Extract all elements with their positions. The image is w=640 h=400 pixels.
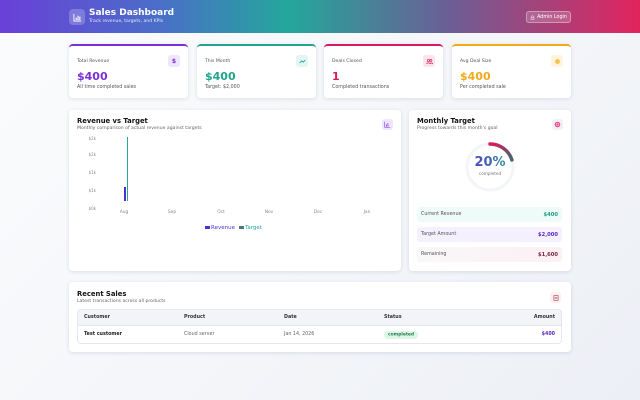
stat-desc: Completed transactions bbox=[332, 85, 390, 90]
cell-product: Cloud server bbox=[178, 325, 278, 343]
bar-chart-icon[interactable] bbox=[382, 119, 393, 130]
stat-label: Avg Deal Size bbox=[460, 59, 492, 64]
y-tick: $2k bbox=[88, 152, 96, 157]
stat-desc: Target: $2,000 bbox=[205, 85, 240, 90]
stat-value: $400 bbox=[77, 70, 108, 83]
x-tick: Oct bbox=[217, 210, 225, 215]
x-tick: Nov bbox=[264, 210, 274, 215]
target-icon[interactable] bbox=[552, 119, 563, 130]
column-header[interactable]: Amount bbox=[478, 310, 561, 325]
trending-up-icon bbox=[296, 55, 308, 67]
stat-card-deals-closed: Deals Closed 1 Completed transactions bbox=[324, 44, 443, 98]
stat-label: Deals Closed bbox=[332, 59, 362, 64]
legend-item-target[interactable]: Target bbox=[238, 225, 262, 231]
legend-item-revenue[interactable]: Revenue bbox=[205, 225, 235, 231]
column-header[interactable]: Date bbox=[278, 310, 378, 325]
x-tick: Aug bbox=[119, 210, 129, 215]
header-bar: Sales Dashboard Track revenue, targets, … bbox=[0, 0, 640, 33]
app-subtitle: Track revenue, targets, and KPIs bbox=[89, 19, 164, 24]
x-tick: Sep bbox=[167, 210, 177, 215]
progress-ring bbox=[465, 142, 515, 192]
cell-customer: Test customer bbox=[78, 325, 178, 343]
cell-date: Jan 14, 2026 bbox=[278, 325, 378, 343]
stat-value: $400 bbox=[205, 70, 236, 83]
panel-subtitle: Latest transactions across all products bbox=[77, 299, 166, 304]
coin-icon bbox=[551, 55, 563, 67]
stat-desc: Per completed sale bbox=[460, 85, 506, 90]
panel-title: Monthly Target bbox=[417, 117, 475, 125]
status-badge: completed bbox=[384, 330, 419, 339]
x-tick: Jan bbox=[363, 210, 371, 215]
stat-card-total-revenue: Total Revenue $400 All time completed sa… bbox=[69, 44, 188, 98]
stat-value: $400 bbox=[460, 70, 491, 83]
cell-amount: $400 bbox=[478, 325, 561, 343]
table-row[interactable]: Test customer Cloud server Jan 14, 2026 … bbox=[78, 325, 561, 343]
stat-value: 1 bbox=[332, 70, 340, 83]
revenue-chart-panel: Revenue vs Target Monthly comparison of … bbox=[69, 110, 401, 271]
panel-title: Revenue vs Target bbox=[77, 117, 148, 125]
target-amount-row: Target Amount $2,000 bbox=[417, 227, 562, 242]
stat-desc: All time completed sales bbox=[77, 85, 137, 90]
stat-card-this-month: This Month $400 Target: $2,000 bbox=[197, 44, 316, 98]
bar-target-aug[interactable] bbox=[126, 137, 129, 201]
app-title: Sales Dashboard bbox=[89, 8, 175, 18]
admin-login-label: Admin Login bbox=[537, 14, 567, 20]
chart-legend: Revenue Target bbox=[205, 225, 262, 231]
stat-label: Total Revenue bbox=[77, 59, 110, 64]
column-header[interactable]: Customer bbox=[78, 310, 178, 325]
table-header-row: Customer Product Date Status Amount bbox=[78, 310, 561, 325]
dollar-icon: $ bbox=[168, 55, 180, 67]
y-tick: $1k bbox=[88, 170, 96, 175]
receipt-icon[interactable] bbox=[550, 292, 561, 303]
current-revenue-row: Current Revenue $400 bbox=[417, 207, 562, 222]
x-tick: Dec bbox=[313, 210, 323, 215]
lock-icon bbox=[530, 15, 535, 20]
y-tick: $0k bbox=[88, 206, 96, 211]
panel-title: Recent Sales bbox=[77, 290, 127, 298]
y-tick: $1k bbox=[88, 188, 96, 193]
bar-revenue-aug[interactable] bbox=[124, 187, 126, 201]
remaining-row: Remaining $1,600 bbox=[417, 247, 562, 262]
column-header[interactable]: Status bbox=[378, 310, 478, 325]
cell-status: completed bbox=[378, 325, 478, 343]
admin-login-button[interactable]: Admin Login bbox=[526, 11, 571, 23]
stat-card-avg-deal-size: Avg Deal Size $400 Per completed sale bbox=[452, 44, 571, 98]
panel-subtitle: Progress towards this month's goal bbox=[417, 126, 498, 131]
users-icon bbox=[423, 55, 435, 67]
stat-label: This Month bbox=[205, 59, 231, 64]
column-header[interactable]: Product bbox=[178, 310, 278, 325]
panel-subtitle: Monthly comparison of actual revenue aga… bbox=[77, 126, 202, 131]
bar-chart-icon bbox=[69, 9, 85, 25]
progress-label: completed bbox=[478, 171, 502, 176]
recent-sales-table: Customer Product Date Status Amount Test… bbox=[77, 309, 562, 344]
progress-percent: 20% bbox=[464, 155, 516, 170]
y-tick: $2k bbox=[88, 136, 96, 141]
